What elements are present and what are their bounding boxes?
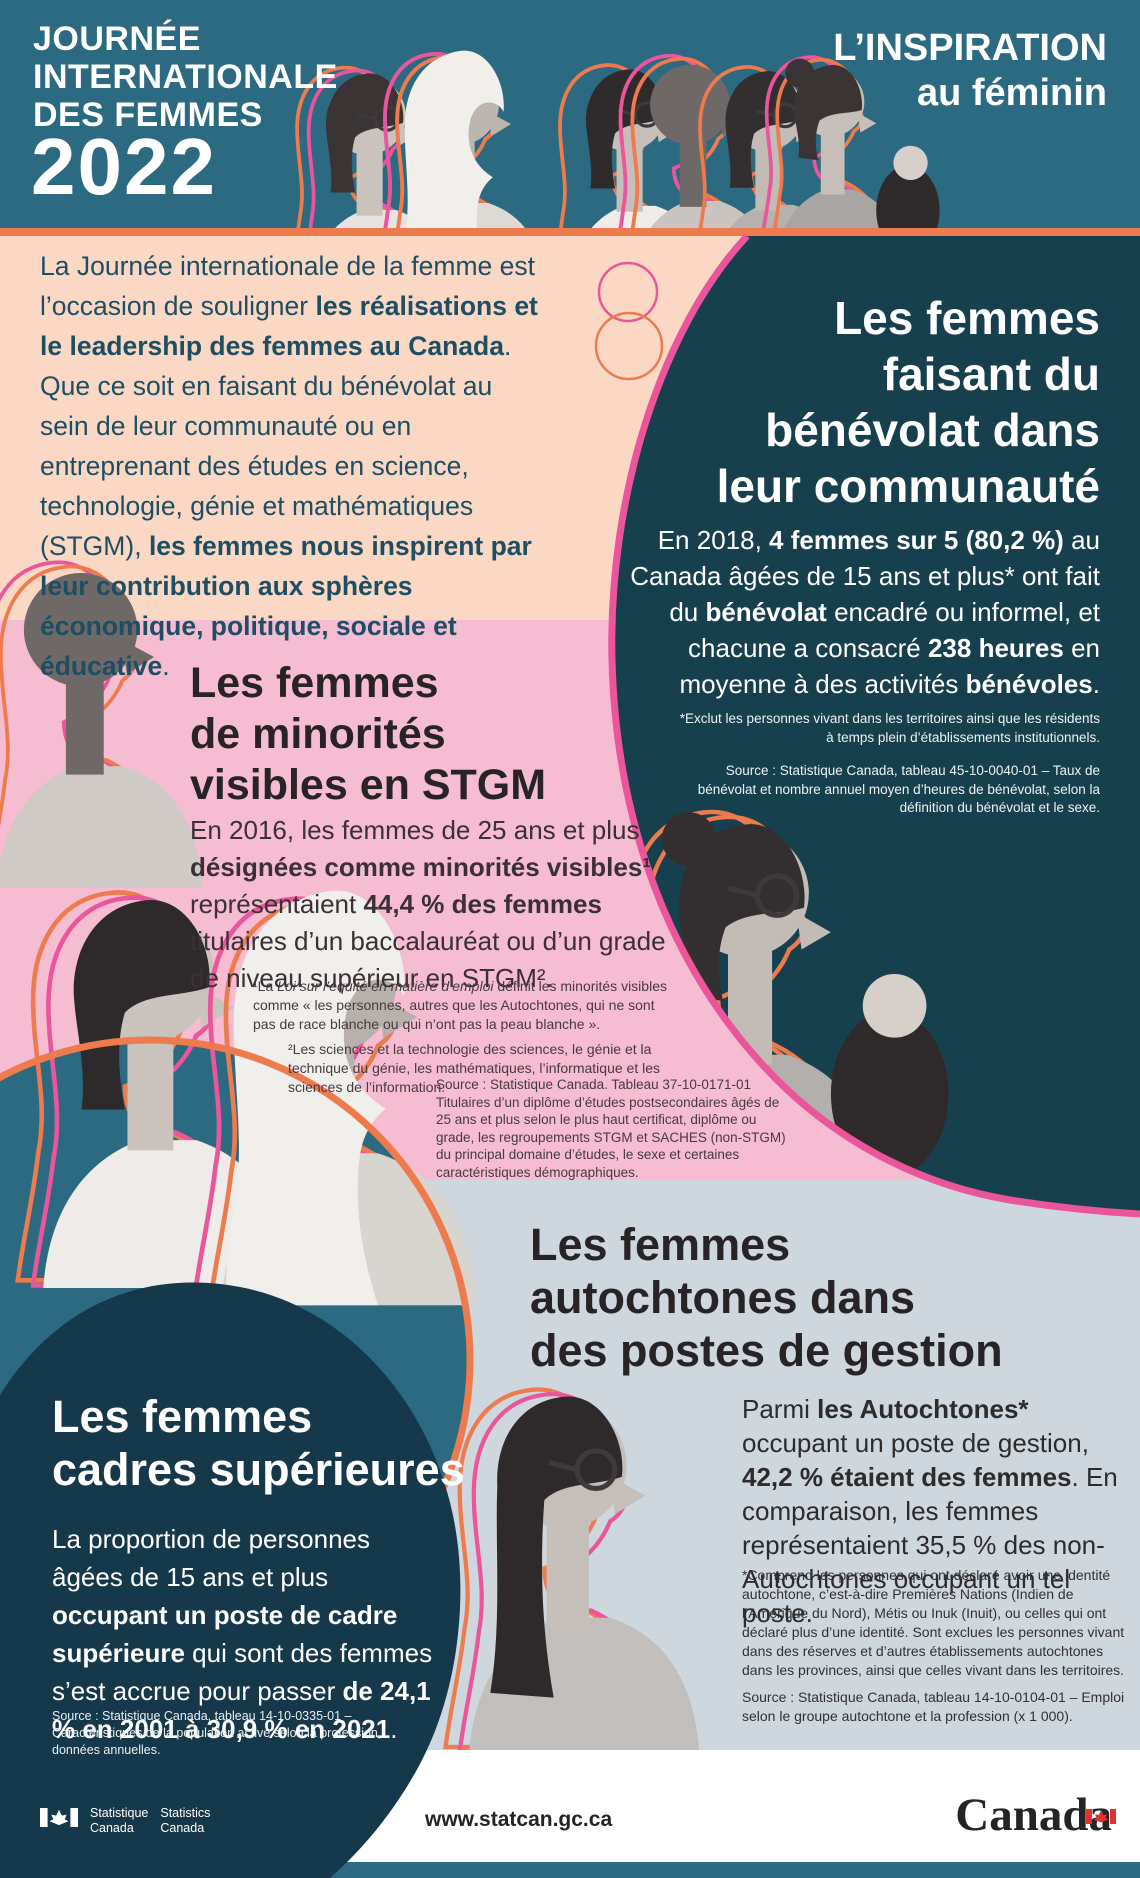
wordmark-flag-icon — [1086, 1782, 1116, 1836]
canada-wordmark: Canada — [955, 1788, 1116, 1842]
statcan-signature: Statistique Canada Statistics Canada — [40, 1806, 210, 1836]
executives-source: Source : Statistique Canada, tableau 14-… — [52, 1709, 382, 1757]
poster-year: 2022 — [31, 122, 217, 211]
statcan-url[interactable]: www.statcan.gc.ca — [425, 1808, 613, 1831]
agency-name-fr: Statistique Canada — [90, 1806, 149, 1835]
executives-heading: Les femmes cadres supérieures — [52, 1391, 465, 1495]
volunteering-footnote: *Exclut les personnes vivant dans les te… — [679, 711, 1100, 745]
indigenous-heading: Les femmes autochtones dans des postes d… — [530, 1219, 1003, 1376]
bottom-strip — [0, 1862, 1140, 1878]
stgm-source: Source : Statistique Canada. Tableau 37-… — [436, 1077, 786, 1180]
volunteering-paragraph: En 2018, 4 femmes sur 5 (80,2 %) au Cana… — [630, 525, 1100, 699]
indigenous-source: Source : Statistique Canada, tableau 14-… — [742, 1689, 1125, 1724]
poster-tagline: L’INSPIRATION au féminin — [833, 27, 1107, 114]
stgm-paragraph: En 2016, les femmes de 25 ans et plus dé… — [190, 815, 666, 993]
volunteering-source: Source : Statistique Canada, tableau 45-… — [697, 763, 1100, 815]
intro-paragraph: La Journée internationale de la femme es… — [40, 251, 538, 681]
intro-text: La Journée internationale de la femme es… — [40, 251, 535, 321]
volunteering-heading: Les femmes faisant du bénévolat dans leu… — [716, 292, 1100, 512]
canada-flag-icon — [40, 1808, 78, 1832]
indigenous-footnote: *Comprend les personnes qui ont déclaré … — [742, 1567, 1125, 1678]
poster-title: JOURNÉE INTERNATIONALE DES FEMMES — [33, 20, 338, 134]
indigenous-paragraph: Parmi les Autochtones* occupant un poste… — [742, 1394, 1118, 1628]
agency-name-en: Statistics Canada — [160, 1806, 211, 1835]
stgm-footnote-1: ¹La Loi sur l’équité en matière d’emploi… — [253, 978, 667, 1032]
stgm-heading: Les femmes de minorités visibles en STGM — [190, 659, 547, 809]
